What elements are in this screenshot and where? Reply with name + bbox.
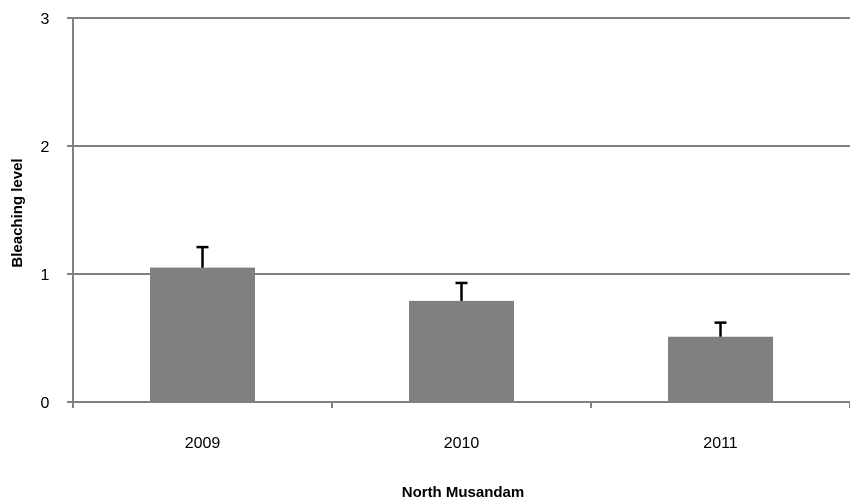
x-tick-label: 2010 — [444, 435, 480, 452]
y-tick-label: 3 — [41, 11, 50, 28]
y-tick-label: 1 — [41, 267, 50, 284]
bar-2009 — [150, 267, 255, 402]
error-bar-2011 — [714, 321, 727, 337]
x-tick-label: 2011 — [703, 435, 738, 452]
error-bar-2010 — [455, 281, 468, 301]
y-axis-title: Bleaching level — [9, 158, 26, 267]
x-tick-label: 2009 — [185, 435, 221, 452]
bar-2010 — [409, 300, 514, 402]
y-tick-label: 0 — [41, 395, 50, 412]
y-tick-labels: 0 1 2 3 — [41, 11, 50, 412]
x-axis-title: North Musandam — [402, 484, 525, 501]
axes — [67, 17, 850, 408]
error-bar-2009 — [196, 245, 209, 268]
gridlines — [73, 17, 850, 275]
y-tick-label: 2 — [41, 139, 50, 156]
x-tick-labels: 2009 2010 2011 — [185, 435, 738, 452]
bars — [150, 267, 773, 402]
error-bars — [196, 245, 727, 337]
bar-2011 — [668, 336, 773, 402]
